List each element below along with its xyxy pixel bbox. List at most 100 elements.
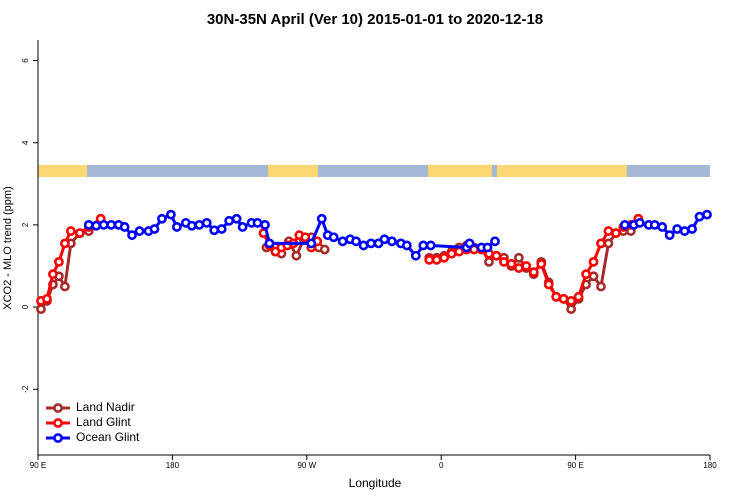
point (573, 291, 584, 302)
y-tick-label: 2 (21, 222, 30, 227)
land-band (38, 165, 87, 177)
land-band (497, 165, 627, 177)
x-tick-label: 180 (166, 461, 180, 470)
land-band (428, 165, 492, 177)
point (291, 250, 302, 261)
point (91, 220, 102, 231)
point (634, 217, 645, 228)
point (482, 242, 493, 253)
point (186, 220, 197, 231)
point (224, 215, 235, 226)
point (649, 220, 660, 230)
point (424, 254, 435, 265)
point (36, 304, 46, 315)
y-tick-label: 4 (21, 140, 30, 145)
point (54, 256, 64, 267)
x-tick-label: 90 W (297, 461, 316, 470)
point (543, 279, 554, 290)
point (425, 240, 436, 251)
point (679, 226, 690, 236)
point (328, 232, 339, 243)
point (506, 259, 517, 269)
point (558, 293, 569, 304)
point (260, 220, 270, 230)
point (48, 269, 58, 280)
point (464, 238, 475, 249)
point (42, 293, 52, 304)
point (657, 222, 668, 232)
point (106, 220, 117, 230)
y-tick-label: -2 (21, 385, 30, 393)
point (300, 232, 311, 243)
x-tick-label: 180 (703, 461, 717, 470)
point (401, 240, 412, 251)
point (366, 238, 376, 249)
legend-label: Land Glint (76, 415, 131, 429)
point (59, 281, 70, 292)
point (209, 225, 220, 236)
point (410, 250, 421, 261)
point (387, 236, 397, 247)
point (551, 291, 562, 302)
point (83, 220, 94, 230)
point (588, 271, 599, 282)
point (694, 211, 705, 222)
point (521, 261, 532, 271)
point (536, 259, 547, 269)
point (201, 217, 212, 228)
point (588, 256, 599, 267)
point (490, 236, 500, 247)
point (316, 213, 327, 224)
point (446, 248, 457, 259)
point (702, 209, 712, 220)
point (528, 267, 539, 278)
point (134, 226, 145, 236)
legend-marker (53, 403, 63, 413)
y-tick-label: 6 (21, 58, 30, 63)
point (484, 256, 494, 267)
point (171, 222, 182, 232)
point (513, 263, 524, 273)
point (337, 236, 348, 247)
x-tick-label: 0 (439, 461, 444, 470)
point (664, 230, 675, 241)
land-ocean-band (38, 165, 710, 177)
point (566, 304, 577, 315)
point (513, 252, 524, 263)
point (149, 224, 160, 234)
point (491, 250, 502, 261)
point (119, 222, 130, 232)
point (454, 246, 465, 257)
point (98, 220, 109, 230)
point (264, 238, 275, 249)
legend-label: Ocean Glint (76, 430, 140, 444)
y-axis-label: XCO2 - MLO trend (ppm) (2, 186, 14, 309)
point (306, 238, 317, 249)
point (74, 228, 85, 239)
point (672, 224, 683, 234)
point (157, 213, 167, 224)
point (439, 252, 450, 263)
point (319, 244, 330, 255)
x-axis-label: Longitude (349, 476, 402, 490)
land-band (268, 165, 318, 177)
point (566, 296, 577, 306)
point (127, 230, 137, 241)
point (603, 226, 614, 236)
point (351, 236, 361, 247)
point (194, 220, 205, 230)
point (59, 238, 70, 249)
point (418, 240, 429, 251)
point (252, 217, 263, 228)
x-tick-label: 90 E (30, 461, 46, 470)
y-tick-label: 0 (21, 304, 30, 309)
point (431, 254, 442, 265)
point (499, 256, 509, 267)
x-tick-label: 90 E (567, 461, 583, 470)
point (237, 222, 248, 232)
point (166, 209, 176, 220)
point (603, 238, 614, 249)
point (611, 228, 621, 239)
legend-marker (53, 418, 63, 428)
point (65, 226, 76, 236)
